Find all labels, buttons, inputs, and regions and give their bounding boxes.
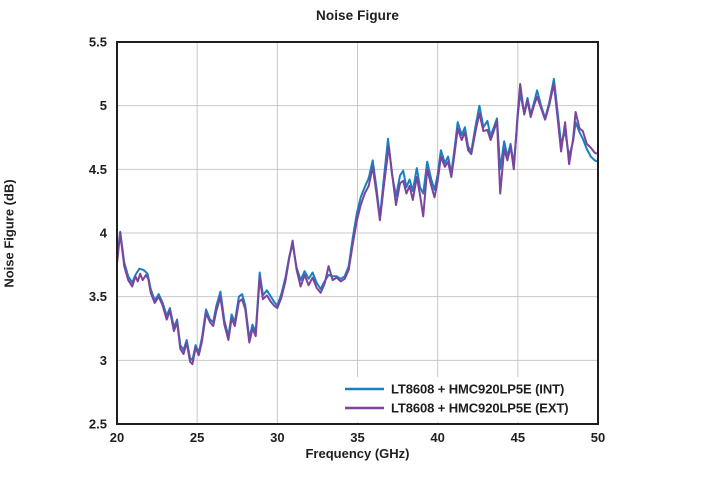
x-tick-label: 30: [270, 430, 284, 445]
y-tick-label: 3.5: [89, 289, 107, 304]
y-tick-label: 4: [100, 226, 108, 241]
x-tick-label: 45: [511, 430, 525, 445]
x-tick-label: 20: [110, 430, 124, 445]
y-tick-label: 2.5: [89, 417, 107, 432]
y-tick-label: 3: [100, 353, 107, 368]
y-tick-label: 4.5: [89, 162, 107, 177]
x-tick-label: 35: [350, 430, 364, 445]
legend-background: [337, 377, 596, 422]
legend-label-ext: LT8608 + HMC920LP5E (EXT): [391, 401, 569, 416]
x-tick-label: 50: [591, 430, 605, 445]
series-line-ext: [116, 83, 599, 366]
chart-title: Noise Figure: [316, 8, 399, 23]
y-tick-label: 5: [100, 98, 107, 113]
plot-border: [116, 41, 599, 425]
y-tick-label: 5.5: [89, 35, 107, 50]
x-tick-label: 25: [190, 430, 204, 445]
legend-label-int: LT8608 + HMC920LP5E (INT): [391, 382, 564, 397]
x-axis-title: Frequency (GHz): [305, 446, 410, 461]
x-tick-label: 40: [430, 430, 444, 445]
